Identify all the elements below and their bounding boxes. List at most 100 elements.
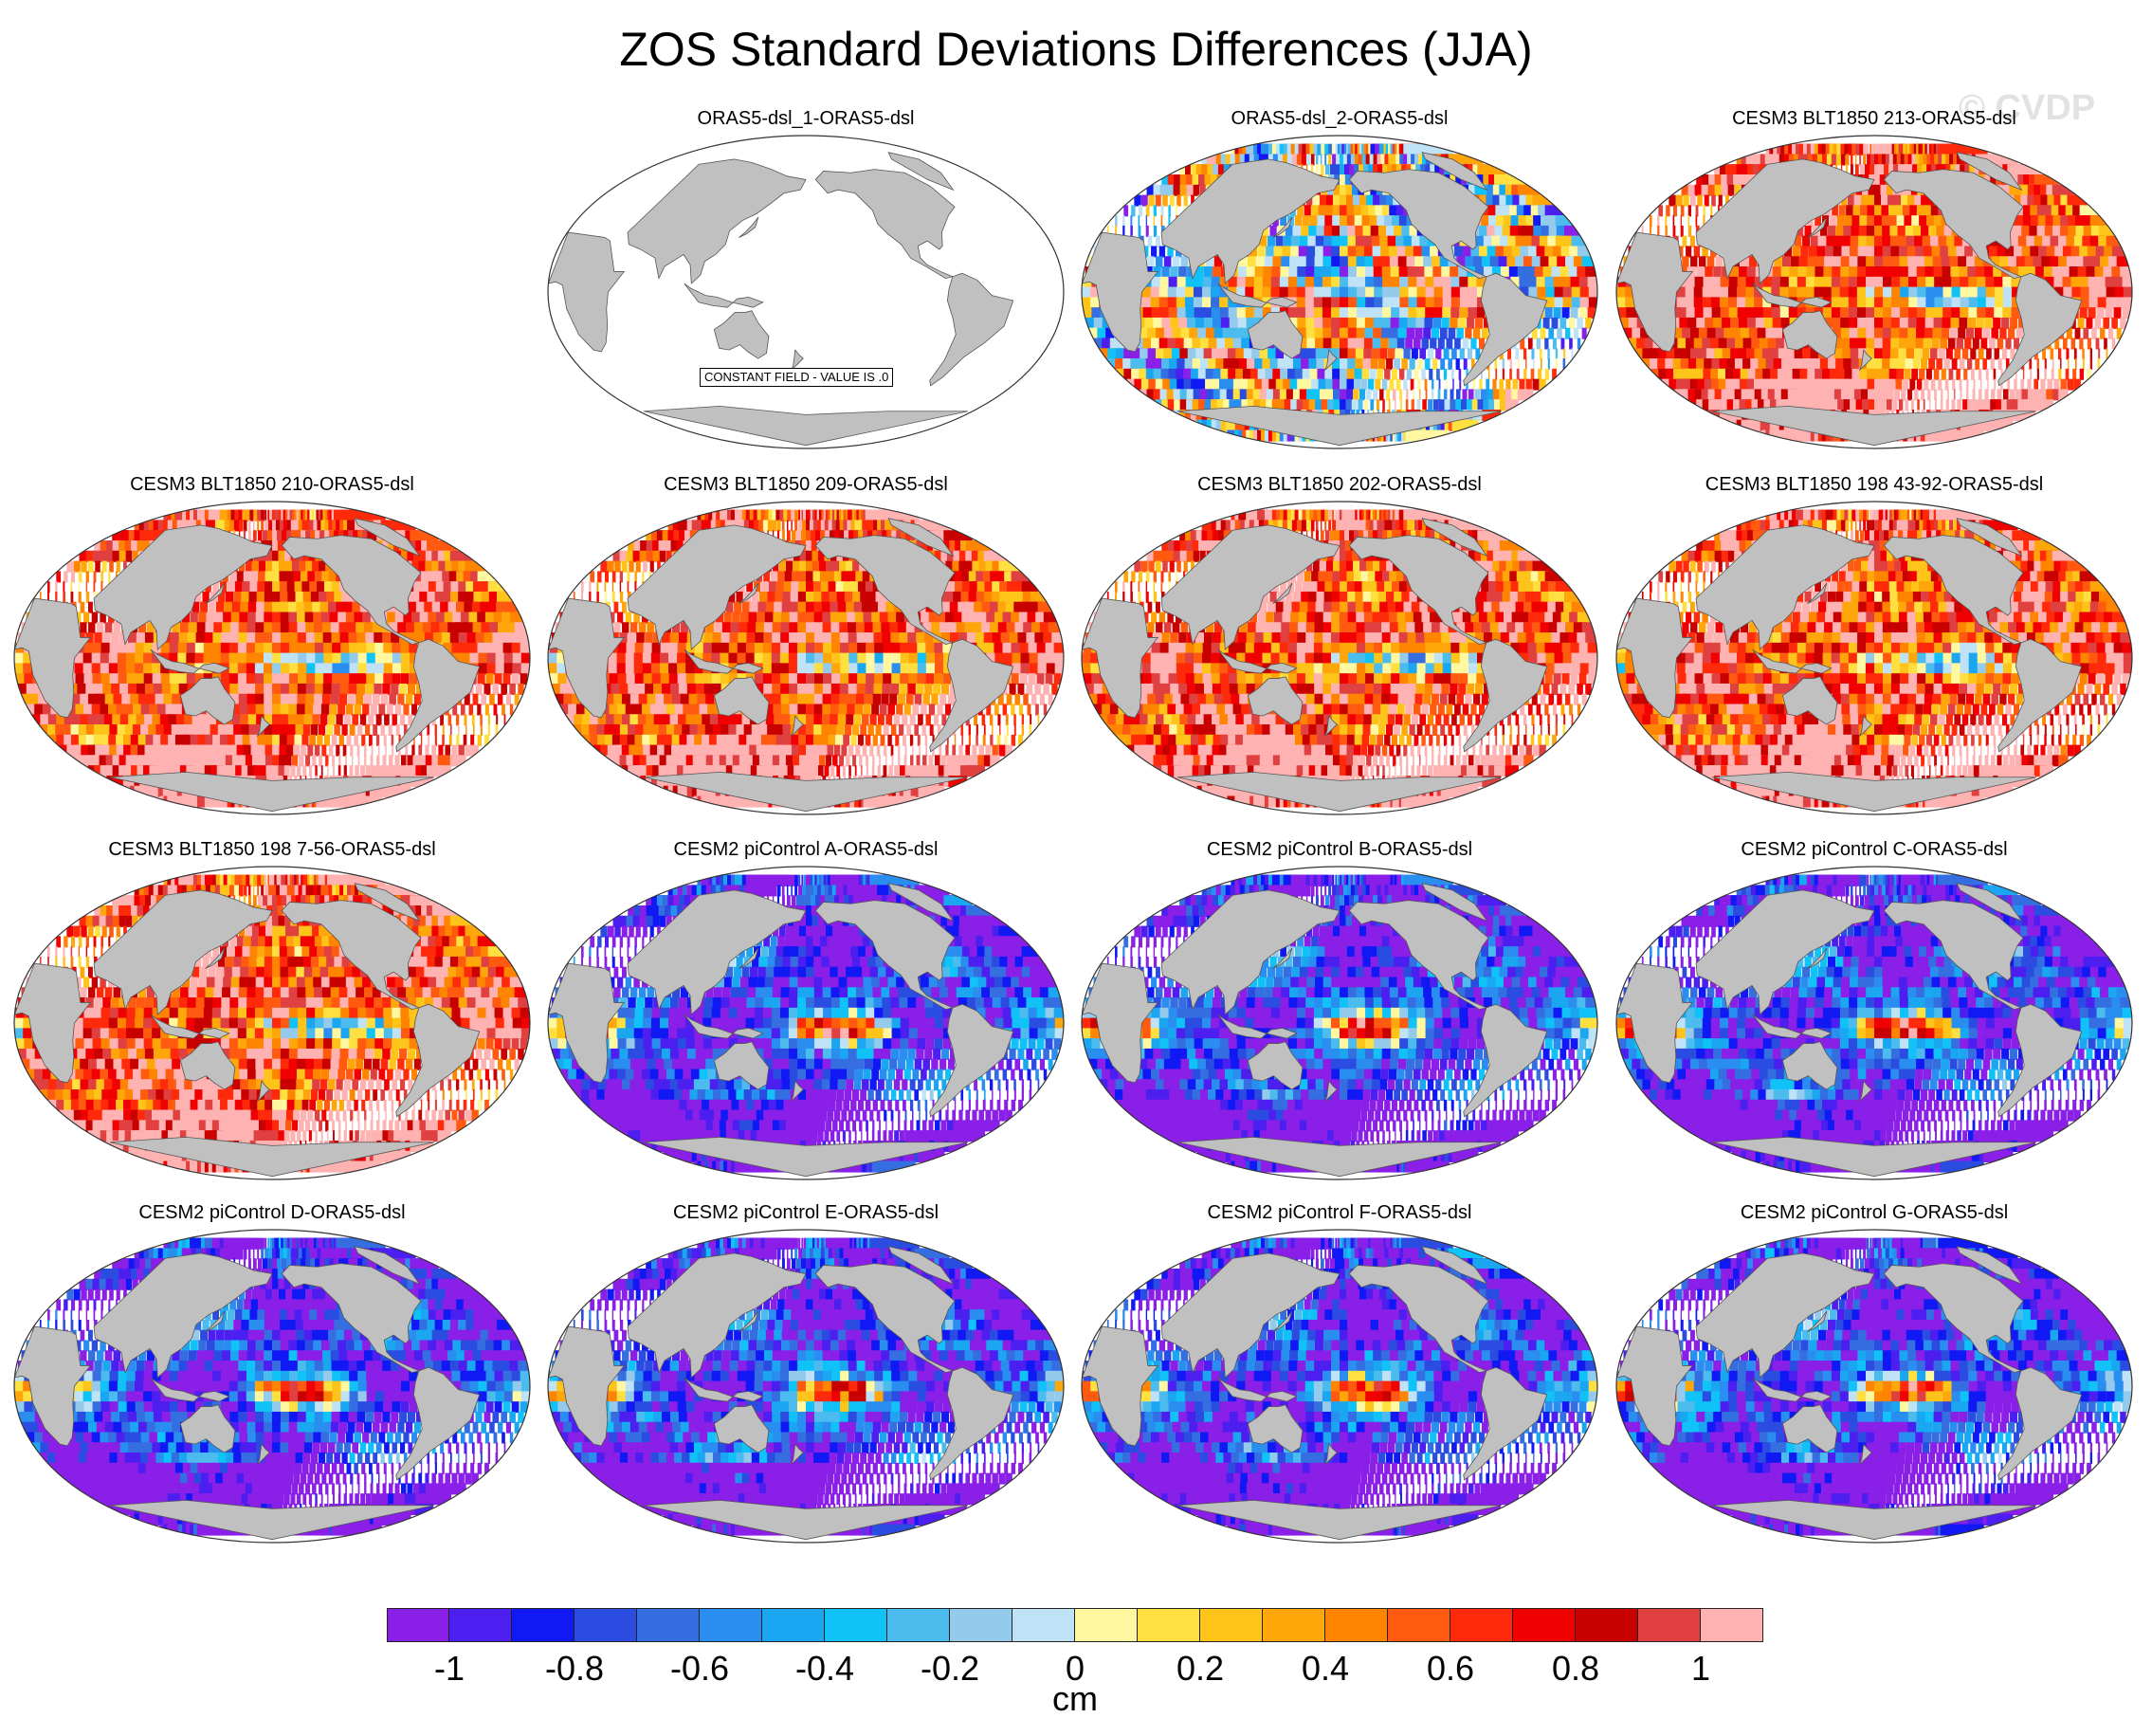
panel-title: CESM3 BLT1850 213-ORAS5-dsl bbox=[1614, 106, 2135, 131]
land-australia bbox=[1247, 310, 1304, 359]
land-antarctica bbox=[1711, 771, 2037, 813]
map-panel: CESM2 piControl C-ORAS5-dsl bbox=[1614, 837, 2135, 1188]
land-samerica bbox=[395, 1003, 481, 1118]
land-antarctica bbox=[109, 1136, 435, 1178]
figure-title: ZOS Standard Deviations Differences (JJA… bbox=[0, 21, 2152, 78]
map-figure bbox=[1081, 866, 1598, 1180]
land-antarctica bbox=[1711, 405, 2037, 447]
land-samerica bbox=[929, 1003, 1014, 1118]
land-indonesia bbox=[1217, 649, 1298, 674]
colorbar-box bbox=[762, 1608, 825, 1642]
map-figure bbox=[1081, 1229, 1598, 1544]
land-australia bbox=[179, 676, 236, 725]
map-panel: CESM3 BLT1850 209-ORAS5-dsl bbox=[545, 472, 1067, 823]
colorbar-box bbox=[825, 1608, 887, 1642]
land-asia bbox=[1695, 889, 1875, 1015]
land-australia bbox=[179, 1404, 236, 1453]
map-panel: CESM2 piControl F-ORAS5-dsl bbox=[1079, 1200, 1600, 1551]
map-figure bbox=[547, 135, 1065, 449]
land-africa bbox=[548, 597, 626, 719]
map-panel: CESM2 piControl A-ORAS5-dsl bbox=[545, 837, 1067, 1188]
map-outline bbox=[1081, 1229, 1598, 1544]
land-indonesia bbox=[684, 1014, 764, 1039]
land-asia bbox=[1695, 1252, 1875, 1379]
land-indonesia bbox=[1752, 1014, 1833, 1039]
land-samerica bbox=[1463, 272, 1548, 387]
land-africa bbox=[1616, 597, 1694, 719]
land-asia bbox=[627, 158, 807, 284]
land-antarctica bbox=[1176, 771, 1503, 813]
land-africa bbox=[1616, 962, 1694, 1084]
panel-title: CESM2 piControl G-ORAS5-dsl bbox=[1614, 1200, 2135, 1225]
land-nz bbox=[257, 1443, 270, 1465]
land-nz bbox=[1324, 349, 1338, 371]
land-africa bbox=[1082, 962, 1159, 1084]
colorbar-tick-label: -1 bbox=[392, 1650, 506, 1688]
land-asia bbox=[93, 524, 273, 650]
colorbar-unit: cm bbox=[1018, 1680, 1132, 1718]
colorbar-tick-label: 0.4 bbox=[1268, 1650, 1382, 1688]
colorbar-box bbox=[1012, 1608, 1075, 1642]
land-africa bbox=[14, 1325, 92, 1447]
panel-title: CESM3 BLT1850 198 43-92-ORAS5-dsl bbox=[1614, 472, 2135, 497]
land-samerica bbox=[1997, 638, 2083, 753]
land-namerica bbox=[814, 535, 956, 646]
land-australia bbox=[1781, 1404, 1838, 1453]
land-samerica bbox=[1463, 1366, 1548, 1481]
colorbar-box bbox=[1638, 1608, 1701, 1642]
land-antarctica bbox=[1711, 1136, 2037, 1178]
map-panel: ORAS5-dsl_1-ORAS5-dsl CONSTANT FIELD - VA… bbox=[545, 106, 1067, 457]
map-panel: CESM3 BLT1850 210-ORAS5-dsl bbox=[11, 472, 533, 823]
land-namerica bbox=[814, 169, 956, 280]
map-outline bbox=[13, 866, 531, 1180]
colorbar-tick-label: -0.6 bbox=[643, 1650, 757, 1688]
land-samerica bbox=[1997, 1003, 2083, 1118]
land-indonesia bbox=[1752, 649, 1833, 674]
map-panel: ORAS5-dsl_2-ORAS5-dsl bbox=[1079, 106, 1600, 457]
colorbar-box bbox=[1576, 1608, 1638, 1642]
map-panel: CESM2 piControl D-ORAS5-dsl bbox=[11, 1200, 533, 1551]
map-outline bbox=[1081, 501, 1598, 815]
land-antarctica bbox=[1176, 1499, 1503, 1541]
land-namerica bbox=[1348, 900, 1489, 1011]
map-figure bbox=[13, 501, 531, 815]
land-australia bbox=[713, 310, 770, 359]
land-africa bbox=[548, 1325, 626, 1447]
colorbar-box bbox=[1200, 1608, 1263, 1642]
land-samerica bbox=[929, 638, 1014, 753]
land-asia bbox=[93, 1252, 273, 1379]
map-outline bbox=[547, 1229, 1065, 1544]
land-samerica bbox=[929, 272, 1014, 387]
map-figure bbox=[1615, 501, 2133, 815]
land-greenland bbox=[1421, 152, 1488, 192]
land-japan bbox=[1272, 582, 1293, 604]
land-australia bbox=[1247, 1404, 1304, 1453]
land-australia bbox=[1781, 310, 1838, 359]
land-asia bbox=[1160, 889, 1340, 1015]
map-panel: CESM3 BLT1850 198 43-92-ORAS5-dsl bbox=[1614, 472, 2135, 823]
map-panel: CESM2 piControl E-ORAS5-dsl bbox=[545, 1200, 1067, 1551]
colorbar-tick-label: 0.6 bbox=[1394, 1650, 1507, 1688]
land-nz bbox=[791, 1080, 804, 1102]
map-panel: CESM3 BLT1850 213-ORAS5-dsl bbox=[1614, 106, 2135, 457]
colorbar-tick-label: 0.2 bbox=[1143, 1650, 1257, 1688]
panel-title: CESM2 piControl A-ORAS5-dsl bbox=[545, 837, 1067, 862]
land-namerica bbox=[1348, 169, 1489, 280]
land-africa bbox=[1082, 231, 1159, 353]
map-figure bbox=[547, 866, 1065, 1180]
land-indonesia bbox=[684, 1377, 764, 1402]
land-asia bbox=[1160, 1252, 1340, 1379]
land-samerica bbox=[1997, 272, 2083, 387]
map-outline bbox=[547, 501, 1065, 815]
land-greenland bbox=[1421, 518, 1488, 557]
land-namerica bbox=[814, 1263, 956, 1374]
land-asia bbox=[627, 1252, 807, 1379]
land-greenland bbox=[887, 883, 955, 923]
land-greenland bbox=[1956, 1246, 2023, 1286]
land-indonesia bbox=[1752, 1377, 1833, 1402]
land-samerica bbox=[1463, 1003, 1548, 1118]
map-outline bbox=[1081, 135, 1598, 449]
land-indonesia bbox=[1217, 283, 1298, 308]
land-samerica bbox=[929, 1366, 1014, 1481]
land-japan bbox=[739, 947, 759, 969]
